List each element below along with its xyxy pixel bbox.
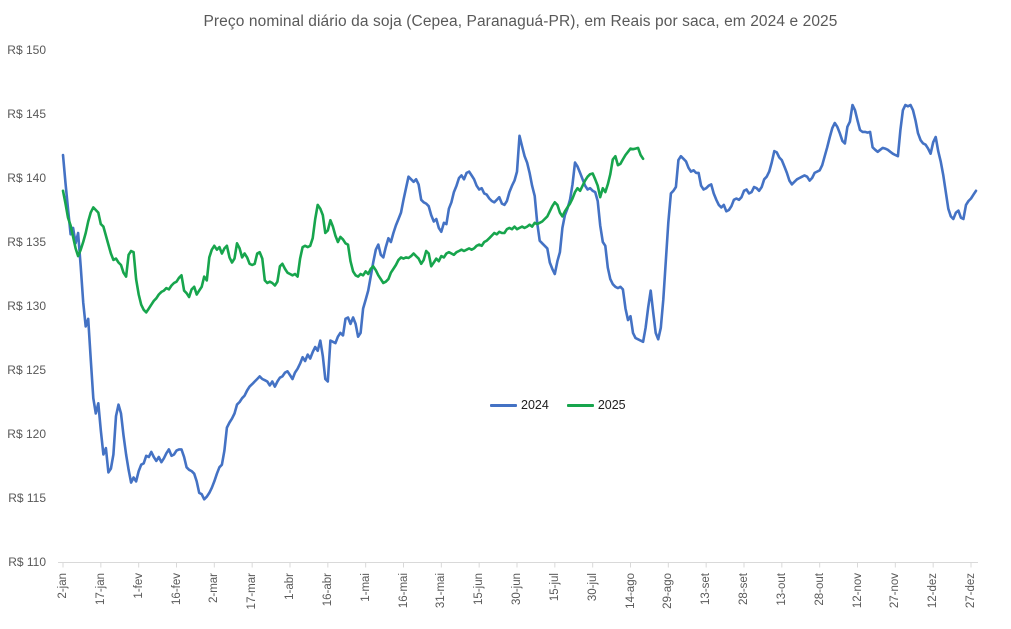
legend-item-2025: 2025 xyxy=(566,398,626,412)
x-tick-label: 1-fev xyxy=(132,573,145,599)
x-tick-label: 16-fev xyxy=(170,573,183,605)
x-tick-label: 27-dez xyxy=(965,573,977,609)
x-tick-label: 30-jul xyxy=(586,573,599,602)
y-tick-label: R$ 130 xyxy=(7,299,46,313)
legend-swatch-2025 xyxy=(566,403,594,407)
x-tick-label: 13-set xyxy=(700,573,713,605)
x-tick-label: 14-ago xyxy=(624,573,637,609)
y-tick-label: R$ 150 xyxy=(7,43,46,57)
x-tick-label: 17-jan xyxy=(94,573,107,605)
x-tick-label: 16-abr xyxy=(321,573,334,607)
chart-title: Preço nominal diário da soja (Cepea, Par… xyxy=(203,13,838,30)
x-tick-label: 1-mai xyxy=(359,573,372,602)
x-tick-label: 15-jun xyxy=(473,573,486,605)
x-tick-label: 15-jul xyxy=(548,573,561,602)
y-tick-label: R$ 135 xyxy=(7,235,46,249)
legend-label-2025: 2025 xyxy=(597,398,626,412)
x-tick-label: 1-abr xyxy=(284,573,296,600)
x-tick-label: 16-mai xyxy=(397,573,410,609)
x-tick-label: 2-mar xyxy=(208,573,221,604)
x-tick-label: 30-jun xyxy=(511,573,523,605)
y-tick-label: R$ 140 xyxy=(7,171,46,185)
series-line-2025 xyxy=(61,146,645,314)
x-tick-label: 12-nov xyxy=(851,573,864,609)
legend-swatch-2024 xyxy=(490,403,517,407)
legend: 2024 2025 xyxy=(490,398,626,412)
y-tick-label: R$ 125 xyxy=(7,363,46,377)
legend-item-2024: 2024 xyxy=(490,398,549,412)
x-tick-label: 28-out xyxy=(813,573,826,606)
legend-label-2024: 2024 xyxy=(521,398,549,412)
x-tick-label: 13-out xyxy=(775,573,788,606)
y-tick-label: R$ 120 xyxy=(7,427,46,441)
x-tick-label: 17-mar xyxy=(246,573,259,610)
x-tick-label: 28-set xyxy=(738,573,750,605)
x-tick-label: 31-mai xyxy=(435,573,448,609)
series-line-2024 xyxy=(61,103,978,501)
y-tick-label: R$ 110 xyxy=(8,555,46,569)
x-tick-label: 12-dez xyxy=(927,573,940,609)
y-tick-label: R$ 115 xyxy=(8,491,46,505)
x-tick-label: 2-jan xyxy=(57,573,69,599)
x-tick-label: 27-nov xyxy=(889,573,902,609)
x-tick-label: 29-ago xyxy=(662,573,675,609)
y-tick-label: R$ 145 xyxy=(7,107,46,121)
